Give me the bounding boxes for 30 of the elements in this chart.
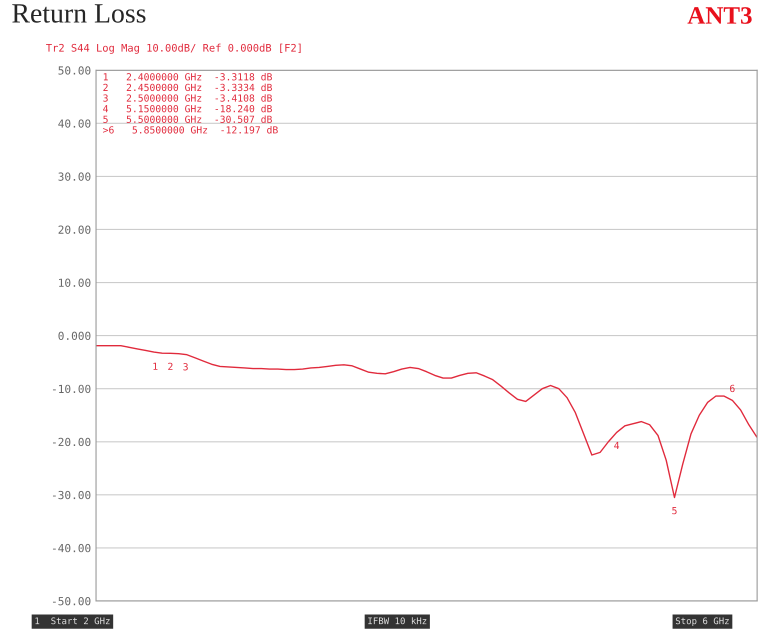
y-tick-label: -50.00 [52,596,90,606]
annotation: 1 [153,362,158,370]
y-tick-label: 20.00 [58,225,90,234]
y-tick-label: 30.00 [58,172,90,181]
annotation: 1 2.4000000 GHz -3.3118 dB [104,72,272,80]
annotation: >6 5.8500000 GHz -12.197 dB [103,126,278,134]
annotation: 3 [183,363,188,370]
annotation: 3 2.5000000 GHz -3.4108 dB [103,94,272,102]
y-tick-label: -10.00 [52,384,90,394]
annotation: 5 5.5000000 GHz -30.507 dB [103,115,272,123]
annotation: 4 [614,442,620,450]
annotation: 2 2.4500000 GHz -3.3334 dB [103,84,272,92]
text: 1 Start 2 GHz [35,617,110,624]
y-tick-label: 0.000 [58,332,90,340]
annotation: 2 [168,362,173,370]
annotation: 6 [730,384,735,392]
y-tick-label: 10.00 [59,278,90,287]
y-tick-label: -20.00 [52,438,90,446]
text: Stop 6 GHz [676,617,729,626]
chart-subtitle: Tr2 S44 Log Mag 10.00dB/ Ref 0.000dB [F2] [46,44,301,54]
text: ANT3 [688,7,752,24]
chart-title: Return Loss [12,4,146,23]
y-tick-label: -30.00 [52,490,90,500]
line-series [96,345,758,498]
y-tick-label: 40.00 [58,119,90,128]
annotation: 4 5.1500000 GHz -18.240 dB [103,104,272,112]
text: IFBW 10 kHz [368,617,426,624]
y-tick-label: -40.00 [52,544,90,552]
y-tick-label: 50.00 [58,66,90,75]
annotation: 5 [672,507,677,514]
